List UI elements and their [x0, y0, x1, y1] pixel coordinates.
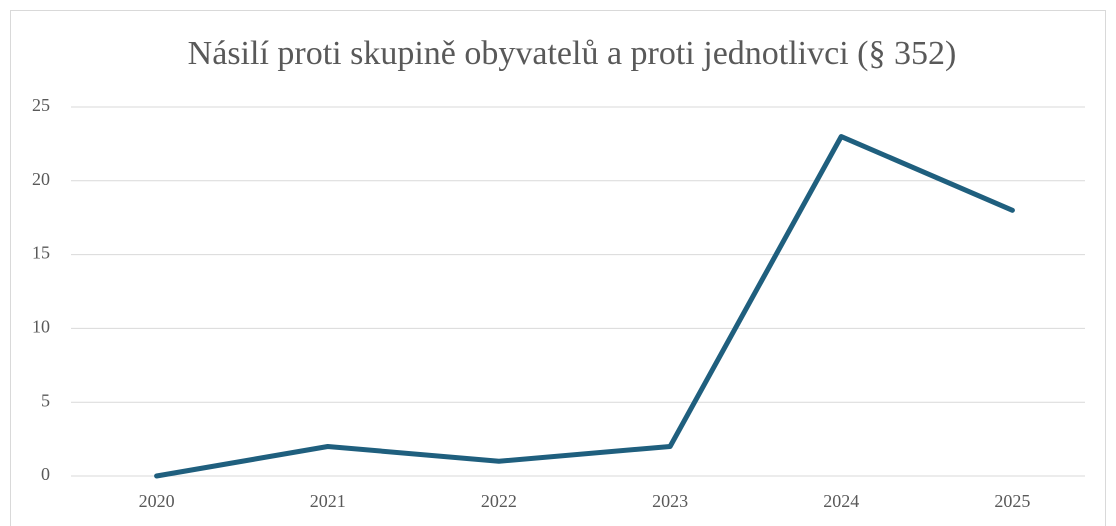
chart-title: Násilí proti skupině obyvatelů a proti j…	[188, 35, 957, 72]
x-tick-label: 2024	[823, 491, 859, 511]
y-tick-label: 15	[32, 243, 50, 263]
x-tick-label: 2021	[310, 491, 346, 511]
y-tick-label: 0	[41, 464, 50, 484]
chart-border	[10, 10, 1106, 526]
line-series	[154, 134, 1015, 479]
x-tick-label: 2023	[652, 491, 688, 511]
y-tick-label: 20	[32, 169, 50, 189]
y-tick-label: 10	[32, 317, 50, 337]
y-tick-label: 25	[32, 95, 50, 115]
y-tick-label: 5	[41, 390, 50, 410]
x-tick-label: 2022	[481, 491, 517, 511]
x-tick-label: 2020	[139, 491, 175, 511]
x-tick-label: 2025	[994, 491, 1030, 511]
